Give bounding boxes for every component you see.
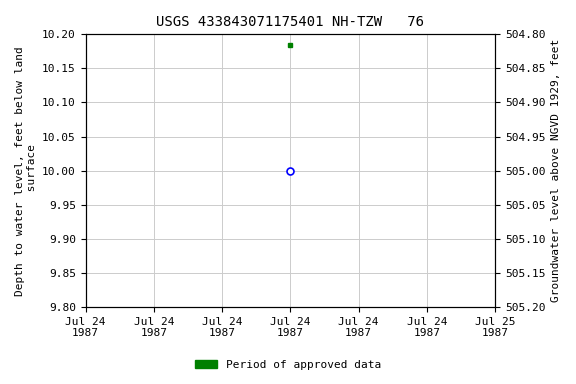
Title: USGS 433843071175401 NH-TZW   76: USGS 433843071175401 NH-TZW 76 [157,15,425,29]
Y-axis label: Groundwater level above NGVD 1929, feet: Groundwater level above NGVD 1929, feet [551,39,561,302]
Y-axis label: Depth to water level, feet below land
 surface: Depth to water level, feet below land su… [15,46,37,296]
Legend: Period of approved data: Period of approved data [191,356,385,375]
